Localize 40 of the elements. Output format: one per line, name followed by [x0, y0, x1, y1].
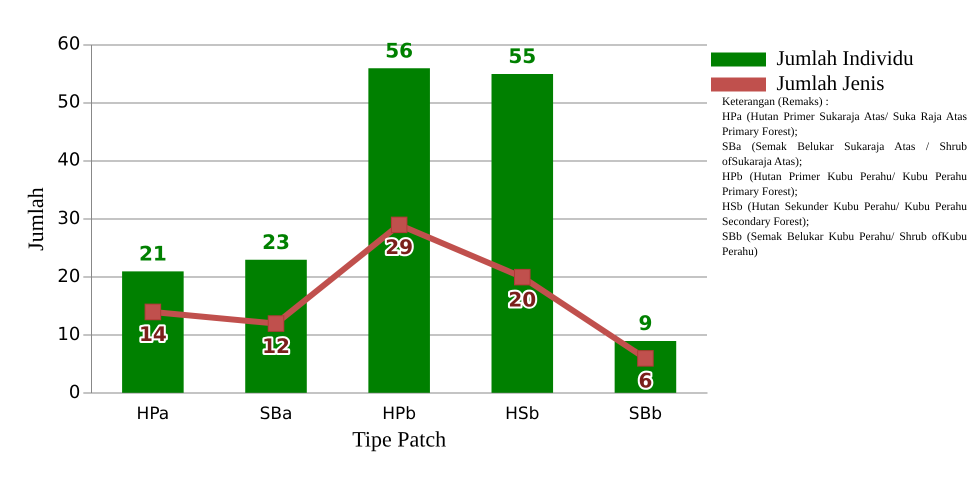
y-axis-title: Jumlah [22, 187, 48, 251]
data-label: 6 [638, 368, 652, 393]
y-tick-label: 10 [57, 324, 80, 345]
text: SBa (Semak Belukar Sukaraja Atas / Shrub ofSukaraja Atas); [722, 140, 967, 170]
y-tick-label: 50 [57, 92, 80, 113]
data-label: 23 [262, 230, 290, 254]
y-tick-label: 30 [57, 208, 80, 229]
bar [122, 271, 184, 393]
x-tick-label: SBa [260, 404, 292, 424]
data-label: 9 [638, 311, 652, 336]
data-label: 20 [508, 287, 536, 312]
text: Keterangan (Remaks) : [722, 95, 830, 110]
legend-label: Jumlah Individu [776, 46, 914, 70]
data-label: 55 [508, 44, 536, 68]
x-tick-label: SBb [628, 404, 662, 424]
x-tick-label: HSb [505, 404, 540, 424]
y-tick-label: 40 [57, 150, 80, 171]
y-tick-label: 20 [57, 266, 80, 287]
data-label: 12 [262, 334, 290, 358]
data-label: 14 [138, 322, 167, 346]
data-label: 29 [385, 235, 414, 260]
bar [492, 74, 554, 393]
text: HPb (Hutan Primer Kubu Perahu/ Kubu Perahu Primary Forest); [722, 170, 967, 200]
bar [368, 68, 430, 393]
data-label: 56 [385, 38, 414, 62]
data-label: 21 [138, 242, 167, 266]
bar [245, 260, 307, 393]
x-tick-label: HPa [136, 404, 170, 424]
point [390, 216, 408, 234]
y-tick-label: 60 [57, 34, 80, 55]
point [514, 268, 531, 286]
text: SBb (Semak Belukar Kubu Perahu/ Shrub ofKubu Perahu) [722, 230, 967, 260]
x-tick-label: HPb [382, 404, 416, 424]
point [144, 304, 162, 320]
point [268, 315, 284, 332]
text: HPa (Hutan Primer Sukaraja Atas/ Suka Raja Atas Primary Forest); [722, 110, 967, 140]
legend-label: Jumlah Jenis [776, 71, 884, 96]
x-axis-title: Tipe Patch [352, 426, 446, 452]
y-tick-label: 0 [68, 382, 80, 403]
text: HSb (Hutan Sekunder Kubu Perahu/ Kubu Perahu Secondary Forest); [722, 200, 967, 230]
